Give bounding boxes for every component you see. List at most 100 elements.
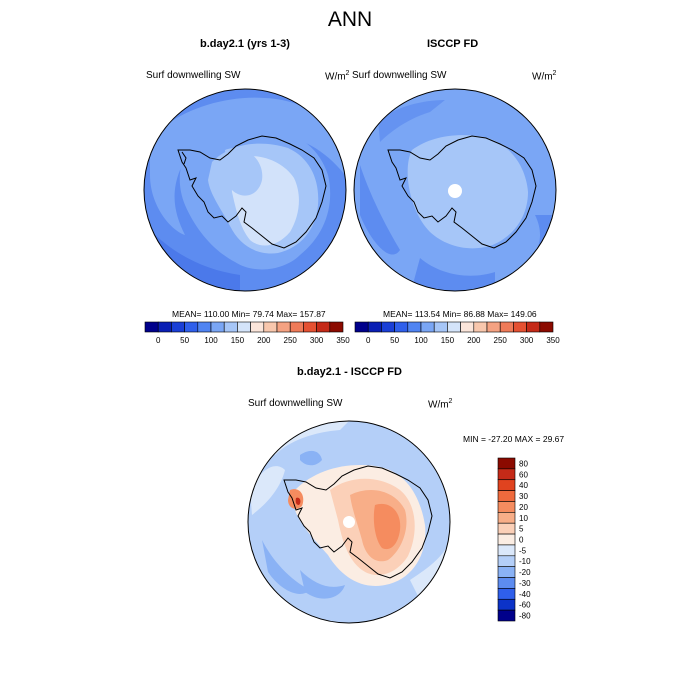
colorbar-swatch — [276, 321, 291, 333]
colorbar-tick-label: 200 — [257, 336, 271, 345]
colorbar-tick-label: 50 — [180, 336, 189, 345]
colorbar-swatch — [497, 566, 516, 578]
colorbar-swatch — [407, 321, 422, 333]
colorbar-swatch — [497, 479, 516, 491]
colorbar-tick-label: 10 — [519, 514, 528, 523]
colorbar-tick-label: 250 — [284, 336, 298, 345]
figure-title: ANN — [327, 8, 373, 31]
colorbar-tick-label: 0 — [366, 336, 371, 345]
colorbar-swatch — [497, 598, 516, 611]
colorbar-swatch — [303, 321, 317, 333]
panel3-title: b.day2.1 - ISCCP FD — [297, 366, 402, 378]
colorbar-swatch — [144, 321, 159, 333]
colorbar-tick-label: -30 — [519, 579, 531, 588]
colorbar-tick-label: 30 — [519, 492, 528, 501]
colorbar-tick-label: -60 — [519, 601, 531, 610]
colorbar-swatch — [497, 544, 516, 557]
colorbar-swatch — [329, 321, 344, 333]
colorbar-tick-label: 100 — [204, 336, 218, 345]
panel1-stats: MEAN= 110.00 Min= 79.74 Max= 157.87 — [172, 309, 326, 319]
map-diff — [247, 420, 451, 624]
colorbar-tick-label: 150 — [231, 336, 245, 345]
colorbar-swatch — [316, 321, 331, 333]
colorbar-tick-label: 0 — [156, 336, 161, 345]
map-model — [143, 88, 347, 292]
colorbar-swatch — [237, 321, 251, 333]
map-obs-coastline — [387, 135, 537, 249]
colorbar-swatch — [526, 321, 541, 333]
colorbar-swatch — [497, 501, 516, 513]
colorbar-swatch — [354, 321, 369, 333]
colorbar-swatch — [210, 321, 225, 333]
colorbar-swatch — [447, 321, 461, 333]
colorbar-tick-label: 250 — [494, 336, 508, 345]
map-model-border — [143, 88, 347, 292]
colorbar-swatch — [497, 555, 516, 567]
map-model-coastline — [177, 135, 327, 249]
panel3-units: W/m2 — [428, 398, 453, 411]
panel2-units: W/m2 — [532, 70, 557, 83]
colorbar-swatch — [157, 321, 172, 333]
colorbar-swatch — [539, 321, 554, 333]
colorbar-tick-label: 80 — [519, 459, 528, 468]
colorbar-swatch — [497, 522, 516, 535]
colorbar-tick-label: 20 — [519, 503, 528, 512]
colorbar-tick-label: -5 — [519, 546, 527, 555]
map-diff-border — [247, 420, 451, 624]
colorbar-tick-label: 40 — [519, 481, 528, 490]
colorbar-swatch — [497, 609, 516, 622]
colorbar-swatch — [433, 321, 448, 333]
colorbar-tick-label: 350 — [546, 336, 560, 345]
colorbar-swatch — [184, 321, 199, 333]
colorbar-swatch — [289, 321, 304, 333]
panel2-variable: Surf downwelling SW — [352, 70, 447, 81]
colorbar-model: 0 50 100 150 200 250 300 350 — [144, 321, 350, 345]
colorbar-swatch — [497, 468, 516, 481]
colorbar-swatch — [420, 321, 435, 333]
colorbar-swatch — [250, 321, 265, 333]
colorbar-swatch — [497, 533, 516, 546]
colorbar-tick-label: 200 — [467, 336, 481, 345]
colorbar-swatch — [499, 321, 514, 333]
colorbar-swatch — [497, 457, 516, 470]
colorbar-swatch — [473, 321, 488, 333]
colorbar-tick-label: -20 — [519, 568, 531, 577]
colorbar-swatch — [171, 321, 185, 333]
colorbar-tick-label: 60 — [519, 470, 528, 479]
colorbar-tick-label: -80 — [519, 612, 531, 621]
colorbar-swatch — [263, 321, 278, 333]
colorbar-swatch — [394, 321, 409, 333]
colorbar-swatch — [497, 577, 516, 589]
colorbar-swatch — [381, 321, 395, 333]
colorbar-swatch — [197, 321, 212, 333]
map-obs-border — [353, 88, 557, 292]
colorbar-swatch — [223, 321, 238, 333]
colorbar-tick-label: -40 — [519, 590, 531, 599]
colorbar-tick-label: 5 — [519, 525, 524, 534]
colorbar-tick-label: 150 — [441, 336, 455, 345]
panel3-stats: MIN = -27.20 MAX = 29.67 — [463, 434, 565, 444]
panel1-variable: Surf downwelling SW — [146, 70, 241, 81]
panel2-title: ISCCP FD — [427, 38, 479, 50]
colorbar-swatch — [497, 490, 516, 502]
colorbar-swatch — [367, 321, 382, 333]
map-diff-coastline — [283, 465, 433, 579]
colorbar-diff: 80 60 40 30 20 10 5 0-5 -10 -20 -30 -40 -60 -80 — [497, 457, 531, 622]
colorbar-swatch — [497, 512, 516, 524]
colorbar-swatch — [513, 321, 527, 333]
colorbar-tick-label: 0 — [519, 536, 524, 545]
panel1-units: W/m2 — [325, 70, 350, 83]
panel2-stats: MEAN= 113.54 Min= 86.88 Max= 149.06 — [383, 309, 537, 319]
panel3-variable: Surf downwelling SW — [248, 398, 343, 409]
colorbar-tick-label: 300 — [520, 336, 534, 345]
colorbar-swatch — [460, 321, 475, 333]
colorbar-tick-label: 100 — [414, 336, 428, 345]
map-obs — [353, 88, 557, 292]
colorbar-tick-label: 350 — [336, 336, 350, 345]
panel1-title: b.day2.1 (yrs 1-3) — [200, 38, 290, 50]
colorbar-tick-label: -10 — [519, 557, 531, 566]
colorbar-obs: 0 50 100 150 200 250 300 350 — [354, 321, 560, 345]
colorbar-tick-label: 300 — [310, 336, 324, 345]
colorbar-swatch — [486, 321, 501, 333]
colorbar-swatch — [497, 588, 516, 600]
